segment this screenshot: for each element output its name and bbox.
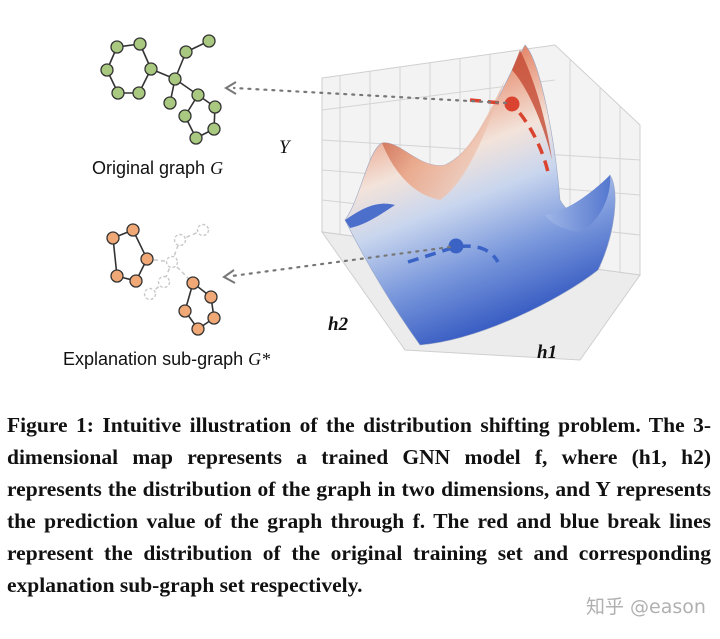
caption-text: Intuitive illustration of the distributi… xyxy=(7,413,712,597)
h1-axis-label: h1 xyxy=(537,342,558,363)
explanation-graph-nodes xyxy=(106,223,221,336)
arrowhead-explanation xyxy=(222,269,236,284)
dotted-arrow-original xyxy=(232,86,508,105)
red-point xyxy=(504,96,520,112)
figure-caption: Figure 1: Intuitive illustration of the … xyxy=(7,409,711,601)
watermark: 知乎 @eason xyxy=(586,596,706,618)
blue-break-line xyxy=(407,244,500,264)
original-graph-symbol: G xyxy=(210,158,224,178)
arrowhead-original xyxy=(224,81,237,95)
caption-label: Figure 1: xyxy=(7,413,94,437)
y-axis-label: Y xyxy=(279,137,290,158)
figure-illustration xyxy=(100,34,641,361)
figure-1: Original graph G Explanation sub-graph G… xyxy=(63,34,641,369)
h2-axis-label: h2 xyxy=(328,314,349,335)
blue-point xyxy=(448,238,464,254)
original-graph-nodes xyxy=(100,34,222,145)
dotted-arrow-explanation xyxy=(230,245,452,278)
prediction-surface xyxy=(344,44,616,346)
explanation-removed-nodes xyxy=(143,223,210,301)
explanation-graph-symbol: G* xyxy=(248,349,271,369)
original-graph-label: Original graph G xyxy=(92,158,224,178)
explanation-graph-label: Explanation sub-graph G* xyxy=(63,349,271,369)
